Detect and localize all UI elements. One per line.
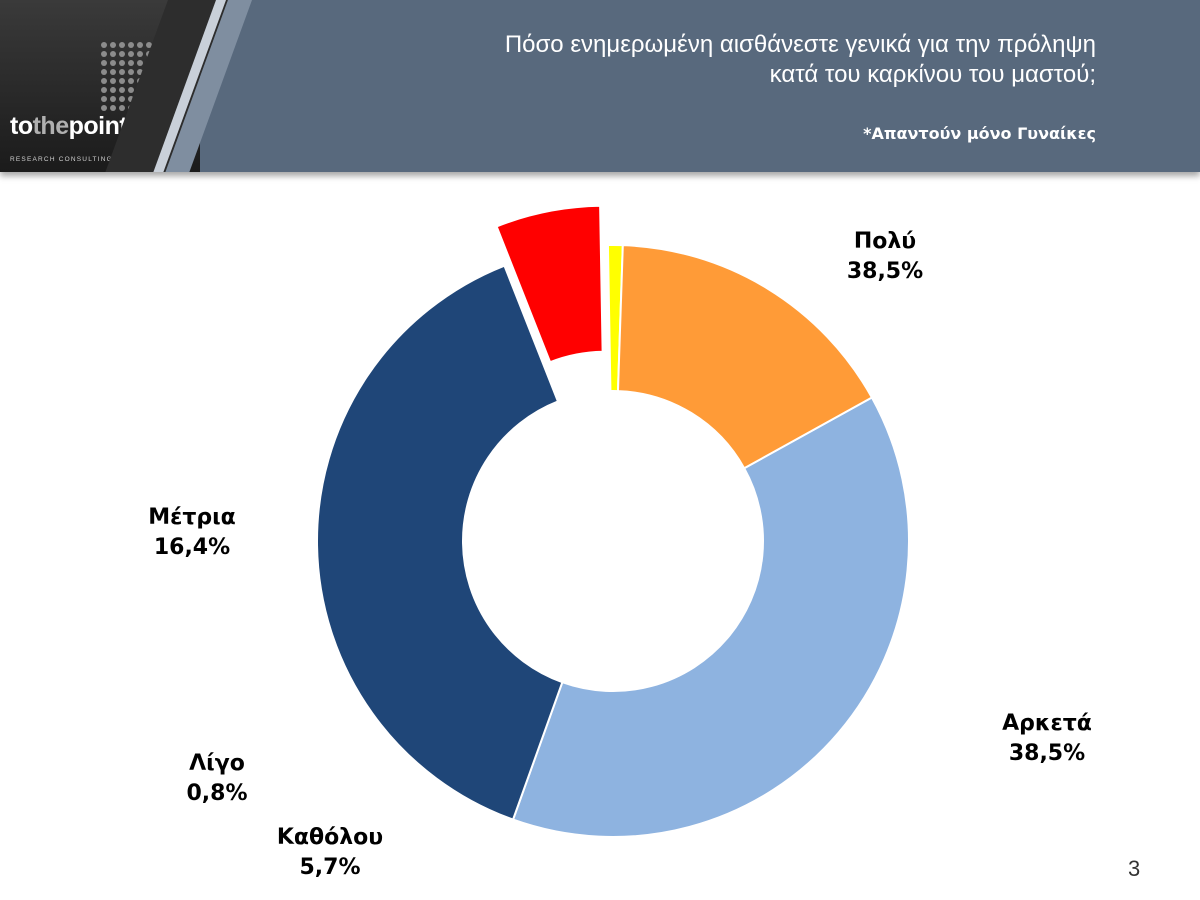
slice-value-label: 38,5%	[1009, 741, 1085, 766]
header-banner: tothepoint RESEARCH CONSULTING COMMUNICA…	[0, 0, 1200, 172]
slice-category-label: Μέτρια	[148, 505, 236, 530]
slice-category-label: Καθόλου	[277, 825, 383, 850]
slice-category-label: Αρκετά	[1002, 711, 1092, 736]
slice-category-label: Λίγο	[189, 751, 245, 776]
slice-value-label: 0,8%	[186, 781, 247, 806]
donut-slice	[495, 204, 604, 364]
slide-title-line2: κατά του καρκίνου του μαστού;	[769, 61, 1096, 88]
slice-value-label: 5,7%	[299, 855, 360, 880]
page-number: 3	[1128, 856, 1141, 881]
slide-title: Πόσο ενημερωμένη αισθάνεστε γενικά για τ…	[336, 30, 1096, 90]
donut-slice	[616, 244, 874, 470]
donut-slice	[511, 396, 910, 838]
donut-slice	[316, 264, 564, 821]
slice-value-label: 38,5%	[847, 259, 923, 284]
brand-tagline: RESEARCH CONSULTING COMMUNICATION	[10, 156, 188, 163]
brand-logo-part1: to	[10, 112, 33, 140]
brand-logo-part2: the	[32, 112, 70, 140]
slice-category-label: Πολύ	[854, 229, 916, 254]
slide-subtitle: *Απαντούν μόνο Γυναίκες	[863, 124, 1096, 143]
slice-value-label: 16,4%	[154, 535, 230, 560]
slide-title-line1: Πόσο ενημερωμένη αισθάνεστε γενικά για τ…	[504, 31, 1096, 58]
